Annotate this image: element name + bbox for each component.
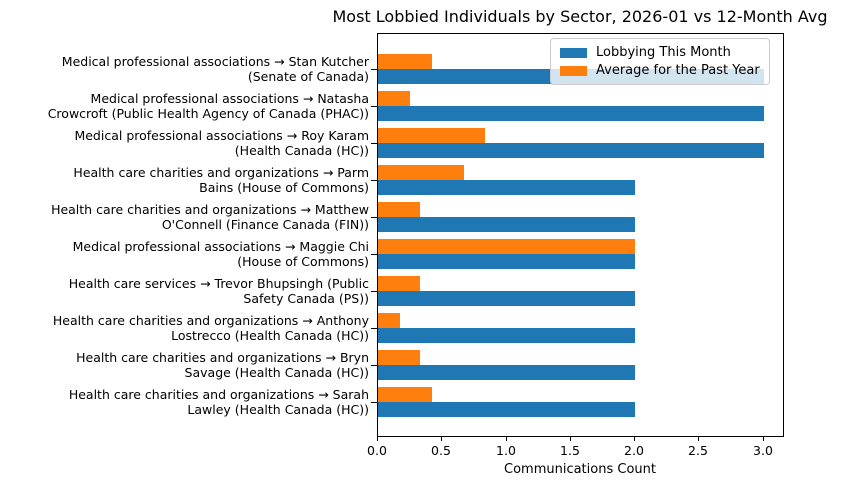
- bar-average-past-year: [378, 91, 410, 106]
- y-tick: [371, 254, 377, 255]
- y-axis-category-label-line: Lawley (Health Canada (HC)): [187, 402, 369, 417]
- y-tick: [371, 365, 377, 366]
- chart-title: Most Lobbied Individuals by Sector, 2026…: [332, 7, 828, 26]
- y-axis-category-label: Health care charities and organizations …: [0, 313, 369, 343]
- x-tick-label: 0.5: [431, 443, 451, 458]
- y-axis-category-label-line: O'Connell (Finance Canada (FIN)): [161, 217, 369, 232]
- y-axis-category-label-line: Health care services → Trevor Bhupsingh …: [68, 276, 369, 291]
- bar-lobbying-this-month: [378, 291, 635, 306]
- bar-lobbying-this-month: [378, 180, 635, 195]
- x-tick: [506, 436, 507, 441]
- y-axis-category-label-line: Health care charities and organizations …: [51, 202, 369, 217]
- y-axis-category-label: Medical professional associations → Magg…: [0, 239, 369, 269]
- y-axis-category-label-line: Medical professional associations → Magg…: [72, 239, 369, 254]
- y-tick: [371, 291, 377, 292]
- y-tick: [371, 180, 377, 181]
- legend-label-past-year: Average for the Past Year: [596, 63, 760, 78]
- legend: Lobbying This Month Average for the Past…: [550, 38, 770, 85]
- y-axis-category-label: Medical professional associations → Roy …: [0, 128, 369, 158]
- bar-lobbying-this-month: [378, 254, 635, 269]
- x-tick: [377, 436, 378, 441]
- x-tick: [763, 436, 764, 441]
- y-tick: [371, 106, 377, 107]
- bar-lobbying-this-month: [378, 143, 764, 158]
- y-tick: [371, 217, 377, 218]
- legend-item-this-month: Lobbying This Month: [560, 45, 760, 60]
- y-axis-category-label-line: Safety Canada (PS)): [243, 291, 369, 306]
- y-axis-category-label: Health care charities and organizations …: [0, 350, 369, 380]
- bar-average-past-year: [378, 54, 432, 69]
- bar-lobbying-this-month: [378, 402, 635, 417]
- y-axis-category-label-line: Health care charities and organizations …: [68, 387, 369, 402]
- x-tick-label: 2.0: [624, 443, 644, 458]
- x-tick-label: 1.5: [560, 443, 580, 458]
- y-axis-category-label: Health care charities and organizations …: [0, 387, 369, 417]
- bar-average-past-year: [378, 387, 432, 402]
- bar-average-past-year: [378, 165, 464, 180]
- bar-average-past-year: [378, 128, 485, 143]
- legend-item-past-year: Average for the Past Year: [560, 63, 760, 78]
- bar-average-past-year: [378, 313, 400, 328]
- y-axis-category-label-line: (Health Canada (HC)): [234, 143, 369, 158]
- y-axis-category-label-line: Medical professional associations → Roy …: [74, 128, 369, 143]
- y-axis-category-label-line: Medical professional associations → Stan…: [61, 54, 369, 69]
- legend-label-this-month: Lobbying This Month: [596, 45, 731, 60]
- bar-average-past-year: [378, 202, 420, 217]
- bar-average-past-year: [378, 350, 420, 365]
- x-tick: [441, 436, 442, 441]
- x-axis-label: Communications Count: [504, 462, 656, 477]
- x-tick-label: 2.5: [688, 443, 708, 458]
- bar-lobbying-this-month: [378, 217, 635, 232]
- x-tick: [570, 436, 571, 441]
- y-axis-category-label-line: (Senate of Canada): [247, 69, 369, 84]
- x-tick-label: 0.0: [367, 443, 387, 458]
- y-axis-category-label-line: Health care charities and organizations …: [76, 350, 369, 365]
- y-axis-category-label-line: Health care charities and organizations …: [73, 165, 369, 180]
- y-axis-category-label: Medical professional associations → Nata…: [0, 91, 369, 121]
- y-axis-category-label: Health care charities and organizations …: [0, 165, 369, 195]
- x-tick-label: 3.0: [753, 443, 773, 458]
- legend-swatch-past-year-icon: [560, 65, 587, 76]
- y-axis-category-label: Health care charities and organizations …: [0, 202, 369, 232]
- y-tick: [371, 328, 377, 329]
- x-tick: [698, 436, 699, 441]
- legend-swatch-this-month-icon: [560, 47, 587, 58]
- y-axis-category-label-line: Medical professional associations → Nata…: [90, 91, 369, 106]
- bar-lobbying-this-month: [378, 365, 635, 380]
- y-axis-category-label-line: (House of Commons): [237, 254, 369, 269]
- bar-average-past-year: [378, 276, 420, 291]
- y-axis-category-label: Health care services → Trevor Bhupsingh …: [0, 276, 369, 306]
- x-tick-label: 1.0: [496, 443, 516, 458]
- y-axis-category-label-line: Lostrecco (Health Canada (HC)): [171, 328, 369, 343]
- y-tick: [371, 69, 377, 70]
- y-axis-category-label-line: Savage (Health Canada (HC)): [184, 365, 369, 380]
- bar-lobbying-this-month: [378, 106, 764, 121]
- y-axis-category-label-line: Crowcroft (Public Health Agency of Canad…: [47, 106, 369, 121]
- bar-lobbying-this-month: [378, 328, 635, 343]
- y-axis-category-label-line: Health care charities and organizations …: [52, 313, 369, 328]
- y-tick: [371, 402, 377, 403]
- bar-average-past-year: [378, 239, 635, 254]
- y-axis-category-label: Medical professional associations → Stan…: [0, 54, 369, 84]
- x-tick: [634, 436, 635, 441]
- y-axis-category-label-line: Bains (House of Commons): [199, 180, 369, 195]
- y-tick: [371, 143, 377, 144]
